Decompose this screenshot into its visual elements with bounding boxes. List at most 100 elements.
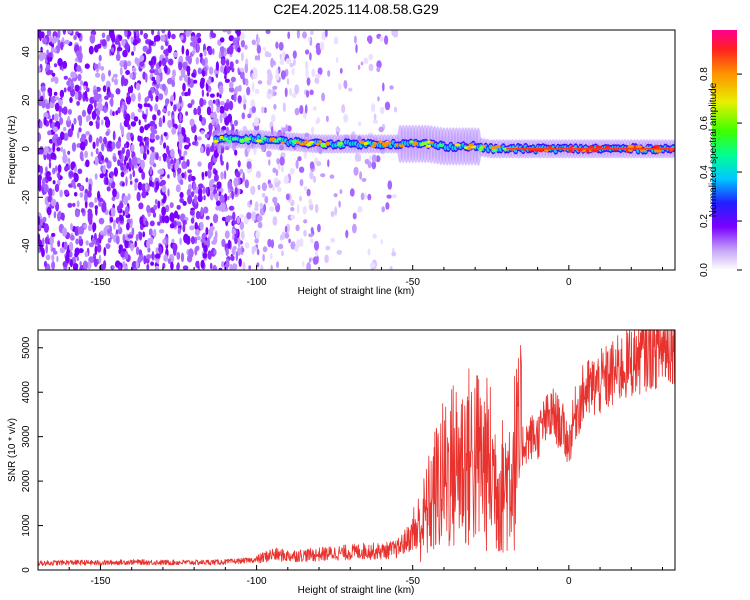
heat-cell: [144, 124, 149, 131]
snr-y-axis: 0 1000 2000 3000 4000 5000: [21, 336, 43, 573]
heat-cell: [191, 50, 196, 55]
heat-cell: [223, 102, 230, 112]
heat-cell: [182, 82, 186, 92]
heat-cell: [307, 142, 312, 146]
heat-cell: [125, 148, 131, 159]
colorbar-tick-label: 0.6: [699, 116, 710, 130]
heat-cell: [94, 245, 98, 256]
heat-cell: [122, 210, 126, 217]
heat-cell: [53, 91, 58, 96]
heat-cell: [306, 188, 311, 197]
heat-cell: [123, 61, 128, 70]
heat-cell: [102, 85, 107, 93]
heat-cell: [148, 40, 154, 46]
heat-cell: [232, 234, 235, 241]
heat-cell: [48, 187, 53, 197]
heat-cell: [296, 204, 300, 214]
heat-cell: [171, 238, 175, 243]
heat-cell: [156, 258, 160, 264]
heat-cell: [133, 116, 139, 122]
heat-cell: [111, 141, 116, 150]
heat-cell: [320, 144, 327, 148]
heat-cell: [117, 159, 121, 167]
heat-cell: [187, 76, 191, 86]
heat-cell: [189, 209, 195, 216]
heat-cell: [110, 93, 115, 99]
heat-cell: [287, 31, 291, 40]
heat-cell: [201, 171, 205, 178]
heat-cell: [191, 72, 196, 78]
heat-cell: [182, 223, 186, 233]
heat-cell: [117, 150, 121, 156]
heat-cell: [170, 261, 174, 270]
heat-cell: [284, 232, 290, 239]
heat-cell: [170, 158, 174, 165]
heat-cell: [384, 141, 392, 145]
heat-cell: [123, 158, 127, 166]
heat-cell: [121, 39, 126, 47]
heat-cell: [96, 238, 100, 245]
heat-cell: [106, 161, 112, 169]
heat-cell: [130, 132, 134, 138]
heat-cell: [317, 223, 321, 233]
heat-cell: [204, 133, 210, 139]
heat-cell: [495, 145, 501, 149]
heat-cell: [232, 220, 237, 225]
heat-cell: [74, 227, 79, 236]
heat-cell: [53, 63, 58, 68]
heat-cell: [207, 250, 212, 260]
heat-cell: [303, 186, 308, 191]
heat-cell: [52, 167, 56, 175]
heat-cell: [376, 66, 381, 73]
heat-cell: [215, 205, 220, 211]
heat-cell: [98, 254, 102, 264]
heat-cell: [120, 166, 124, 171]
heat-cell: [276, 261, 279, 269]
heat-cell: [46, 49, 49, 55]
heat-cell: [308, 257, 312, 263]
heat-cell: [122, 182, 125, 187]
heat-cell: [389, 265, 393, 270]
heat-cell: [84, 90, 88, 100]
heat-cell: [86, 261, 92, 270]
heat-cell: [391, 30, 396, 37]
heat-cell: [72, 202, 76, 207]
heat-cell: [170, 95, 175, 102]
heat-cell: [103, 136, 107, 145]
heat-cell: [126, 162, 130, 170]
heat-cell: [157, 200, 161, 209]
heat-cell: [123, 195, 129, 205]
heat-cell: [138, 119, 141, 126]
heat-cell: [146, 103, 151, 108]
heat-cell: [339, 67, 343, 74]
heat-cell: [48, 161, 52, 169]
colorbar-gradient: [712, 30, 737, 270]
heat-cell: [61, 37, 65, 43]
heat-cell: [384, 101, 391, 111]
heat-cell: [363, 58, 369, 64]
heat-cell: [306, 77, 311, 86]
heat-cell: [219, 85, 224, 95]
spectrogram-noise-field: [38, 30, 399, 270]
snr-series-line: [38, 330, 675, 567]
heat-cell: [304, 104, 308, 114]
heat-cell: [51, 136, 56, 144]
heat-cell: [131, 227, 135, 236]
heat-cell: [467, 147, 472, 151]
heat-cell: [104, 95, 109, 101]
heat-cell: [94, 197, 98, 203]
heat-cell: [135, 82, 141, 91]
heat-cell: [310, 238, 314, 244]
heat-cell: [121, 104, 125, 113]
heat-cell: [69, 171, 74, 178]
heat-cell: [73, 184, 77, 189]
heat-cell: [325, 141, 331, 146]
heat-cell: [206, 92, 209, 97]
heat-cell: [228, 45, 234, 55]
heat-cell: [149, 220, 155, 227]
heat-cell: [305, 49, 310, 55]
heat-cell: [50, 46, 55, 53]
heat-cell: [158, 229, 165, 234]
heat-cell: [49, 34, 52, 44]
snr-frame: [37, 329, 676, 571]
